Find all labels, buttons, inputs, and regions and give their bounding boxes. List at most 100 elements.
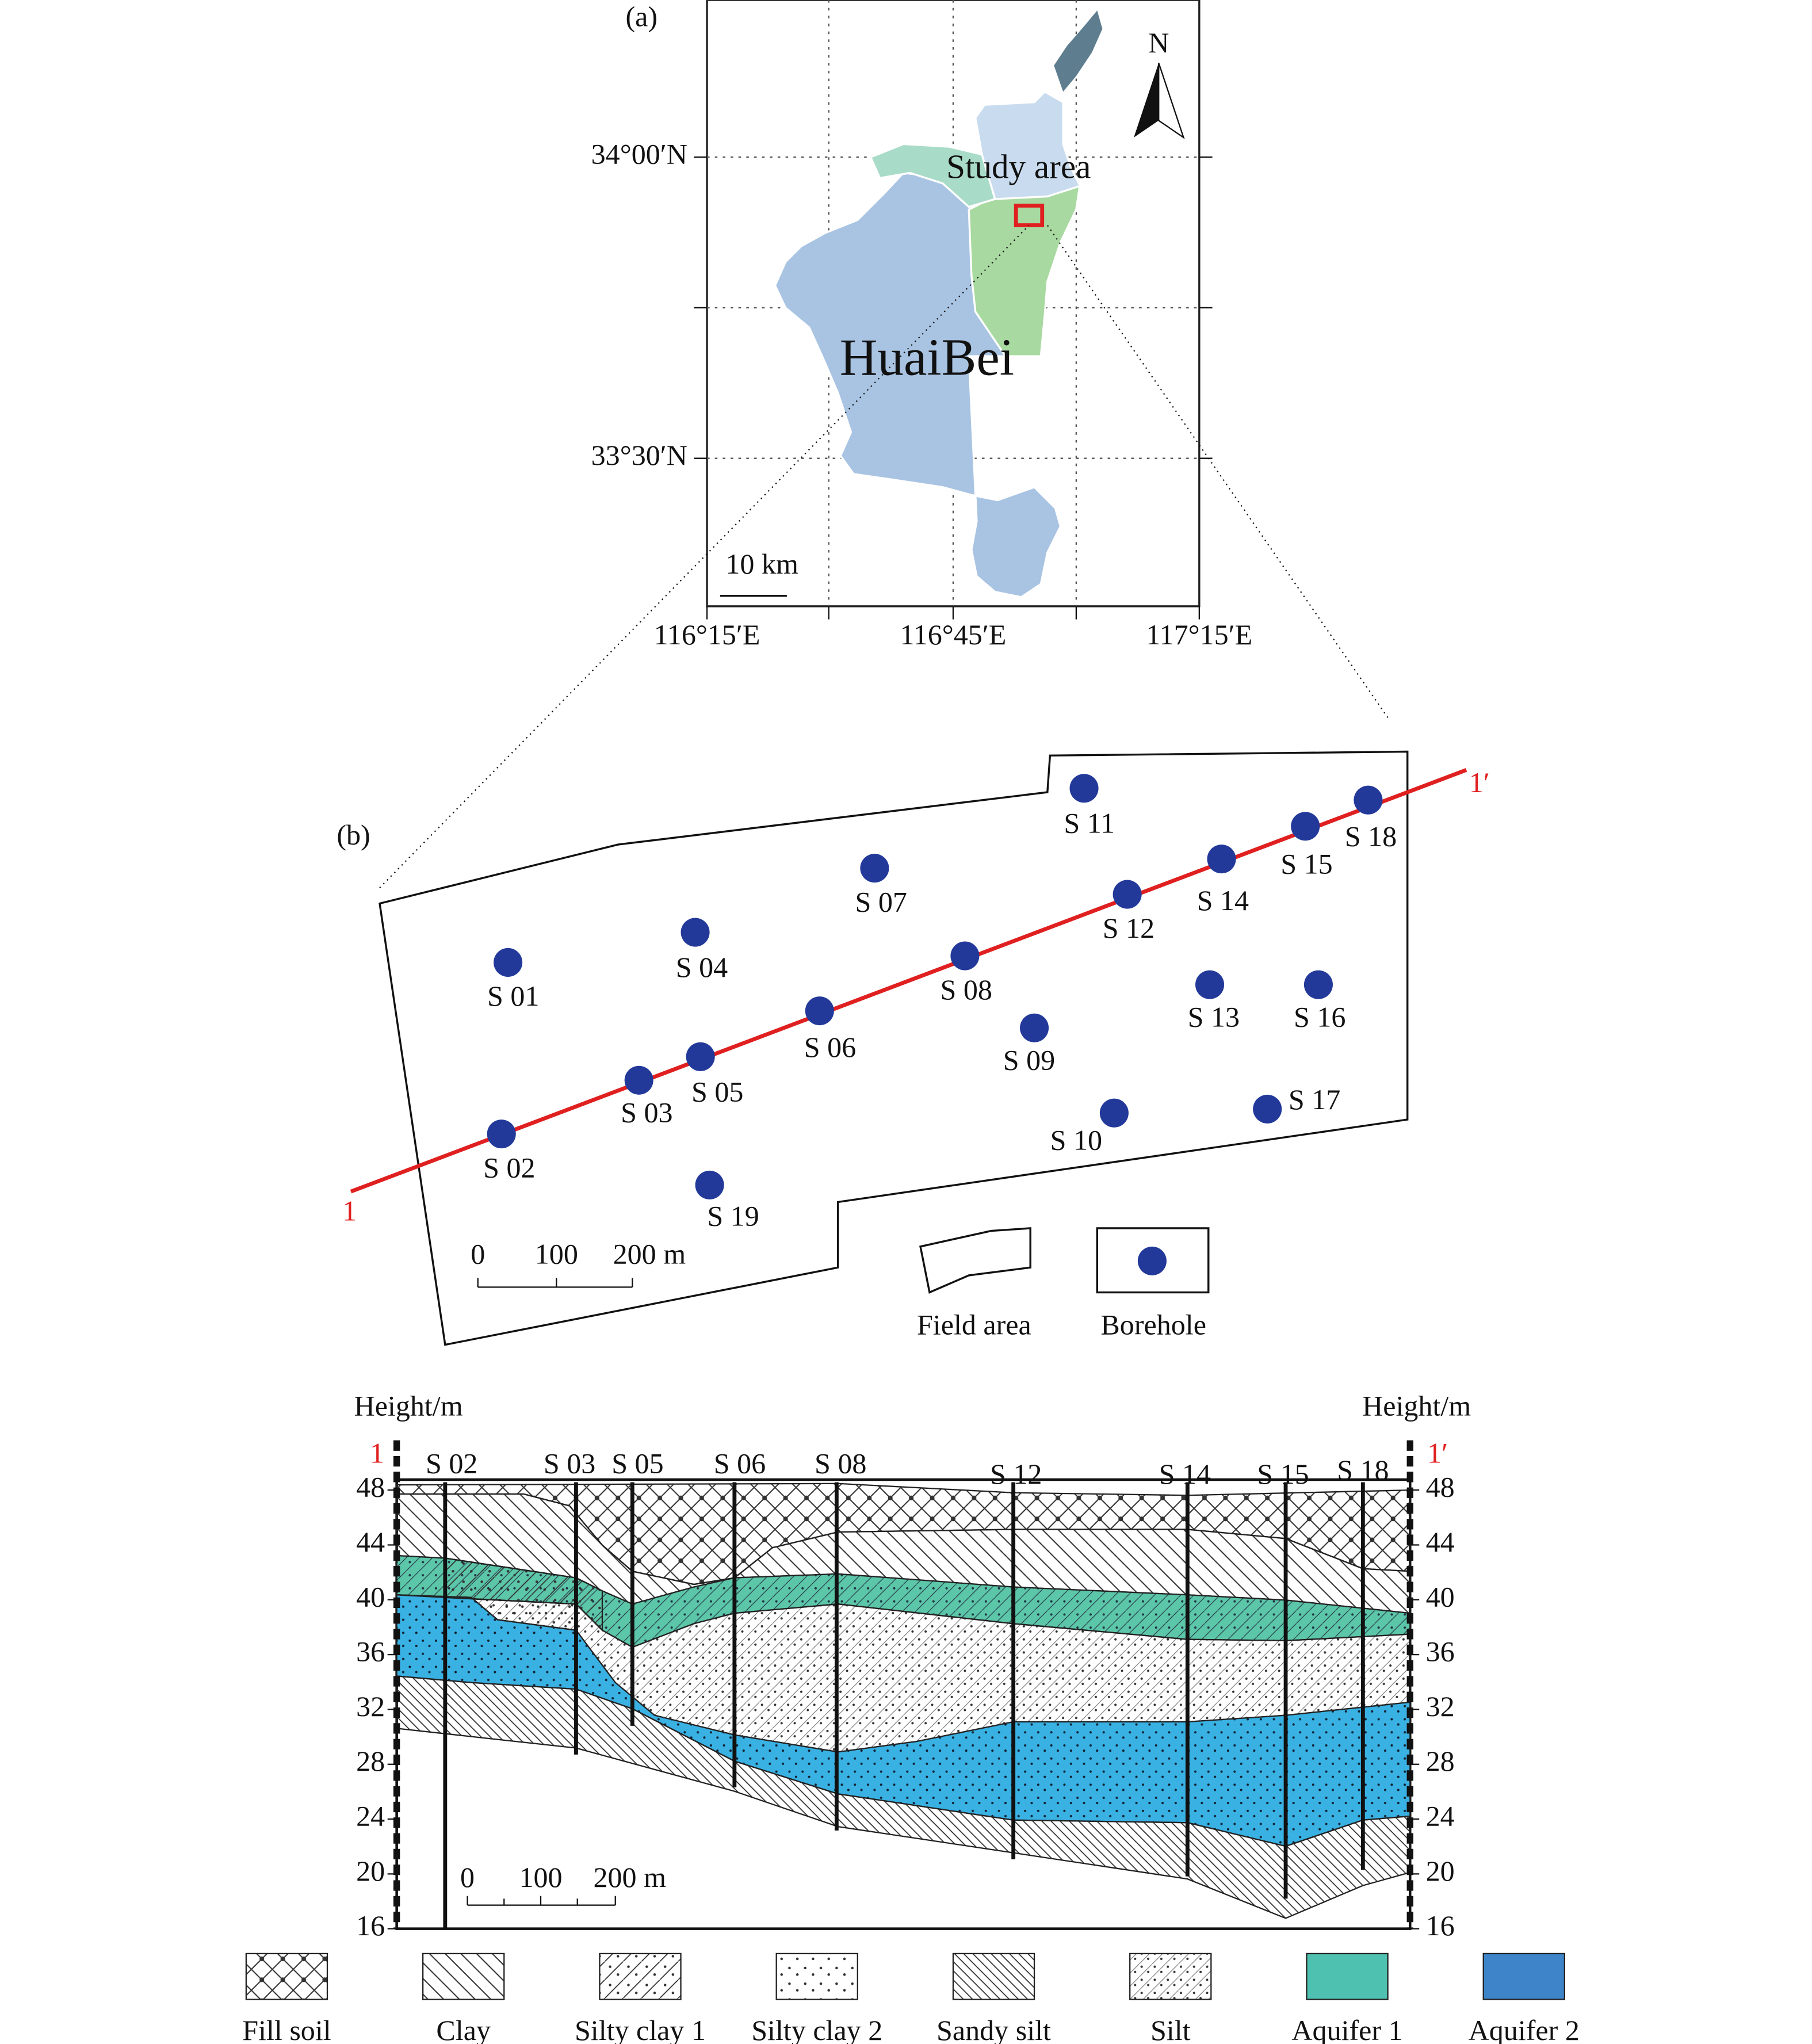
legend-label: Aquifer 2 (1469, 2014, 1580, 2044)
borehole-label: S 02 (483, 1151, 535, 1183)
borehole (494, 948, 523, 977)
borehole-label: S 18 (1345, 820, 1397, 852)
legend-swatch (952, 1953, 1035, 2000)
legend-label: Borehole (1100, 1308, 1206, 1340)
y-tick-label: 32 (356, 1690, 385, 1722)
borehole (805, 996, 834, 1026)
y-tick-label: 32 (1426, 1690, 1455, 1722)
borehole-label: S 01 (487, 980, 539, 1012)
y-tick-label: 44 (356, 1526, 385, 1558)
borehole-label: S 07 (855, 885, 907, 918)
y-tick-label: 20 (356, 1855, 385, 1887)
borehole-label: S 12 (990, 1458, 1042, 1490)
borehole (1303, 970, 1333, 999)
latitude-label: 34°00′N (591, 138, 687, 170)
panel-label: (b) (337, 819, 370, 851)
borehole (1253, 1094, 1282, 1124)
borehole-label: S 17 (1289, 1083, 1340, 1115)
borehole (1113, 880, 1142, 909)
borehole-label: S 08 (940, 973, 992, 1006)
borehole (1291, 812, 1320, 841)
borehole-icon (1137, 1246, 1167, 1275)
borehole-label: S 16 (1294, 1001, 1345, 1033)
y-tick-label: 36 (1426, 1636, 1455, 1668)
borehole-label: S 08 (815, 1447, 866, 1480)
borehole-label: S 10 (1050, 1124, 1102, 1156)
legend-swatch (775, 1953, 858, 2000)
longitude-label: 116°15′E (654, 618, 760, 651)
zoom-lines (379, 224, 1389, 889)
line-end-label: 1′ (1469, 766, 1490, 799)
borehole (624, 1065, 653, 1095)
section-edges (393, 1440, 1413, 1929)
borehole-label: S 06 (714, 1447, 766, 1480)
field-area (379, 750, 1409, 1346)
y-tick-label: 28 (1426, 1745, 1455, 1777)
y-title: Height/m (354, 1390, 463, 1422)
scale-label: 200 m (593, 1861, 666, 1893)
borehole (487, 1120, 516, 1149)
y-tick-label: 48 (1426, 1471, 1455, 1503)
y-tick-label: 24 (1426, 1800, 1455, 1832)
legend-label: Clay (436, 2014, 491, 2044)
legend-label: Aquifer 1 (1291, 2014, 1402, 2044)
borehole (681, 918, 710, 947)
legend-label: Fill soil (242, 2014, 331, 2044)
borehole-label: S 18 (1337, 1454, 1389, 1486)
borehole (686, 1042, 715, 1071)
legend-label: Silt (1150, 2014, 1191, 2044)
borehole-label: S 04 (676, 951, 728, 983)
borehole-label: S 05 (611, 1447, 663, 1480)
legend-label: Sandy silt (936, 2014, 1051, 2044)
scale-label: 100 (519, 1861, 562, 1893)
y-tick-label: 16 (1426, 1909, 1455, 1942)
borehole-label: S 11 (1064, 807, 1115, 839)
line-start-label: 1 (370, 1436, 384, 1469)
borehole-label: S 14 (1197, 884, 1249, 916)
borehole (950, 941, 980, 971)
line-end-label: 1′ (1427, 1436, 1448, 1469)
north-arrow-outline (1158, 62, 1185, 139)
legend-swatch (1482, 1953, 1565, 2000)
y-tick-label: 40 (356, 1580, 385, 1613)
borehole-label: S 09 (1003, 1044, 1055, 1076)
section-line (350, 768, 1467, 1194)
city-label: HuaiBei (840, 328, 1014, 386)
scale-label: 0 (460, 1861, 475, 1893)
borehole (695, 1170, 724, 1199)
borehole-label: S 13 (1188, 1001, 1240, 1033)
field-area-icon (919, 1227, 1031, 1294)
legend-label: Silty clay 1 (575, 2014, 706, 2044)
borehole-label: S 02 (426, 1447, 477, 1480)
borehole-label: S 03 (544, 1447, 595, 1480)
longitude-label: 117°15′E (1146, 618, 1252, 651)
scale-label: 100 (535, 1238, 578, 1270)
legend-swatch (1129, 1953, 1212, 2000)
borehole-label: S 06 (804, 1031, 856, 1063)
borehole (860, 854, 889, 883)
y-tick-label: 16 (356, 1909, 385, 1942)
borehole-label: S 15 (1280, 847, 1332, 880)
longitude-label: 116°45′E (900, 618, 1007, 651)
scale-label: 200 m (613, 1238, 686, 1270)
scale-label: 0 (471, 1238, 485, 1270)
legend-label: Field area (917, 1308, 1031, 1340)
north-label: N (1148, 26, 1169, 59)
borehole-label: S 12 (1103, 912, 1155, 944)
y-tick-label: 44 (1426, 1526, 1455, 1558)
section-layers (396, 1483, 1411, 1919)
sandy-silt-layer (396, 1675, 1411, 1919)
borehole-label: S 15 (1257, 1458, 1309, 1490)
north-arrow (1134, 63, 1159, 138)
legend-swatch (1306, 1953, 1389, 2000)
borehole (1207, 845, 1236, 874)
borehole-label: S 05 (691, 1075, 743, 1107)
borehole (1099, 1098, 1129, 1128)
y-tick-label: 48 (356, 1471, 385, 1503)
y-tick-label: 20 (1426, 1855, 1455, 1887)
legend-swatch (599, 1953, 682, 2000)
legend-swatch (245, 1953, 328, 2000)
borehole (1069, 774, 1099, 803)
borehole-label: S 14 (1159, 1458, 1211, 1490)
